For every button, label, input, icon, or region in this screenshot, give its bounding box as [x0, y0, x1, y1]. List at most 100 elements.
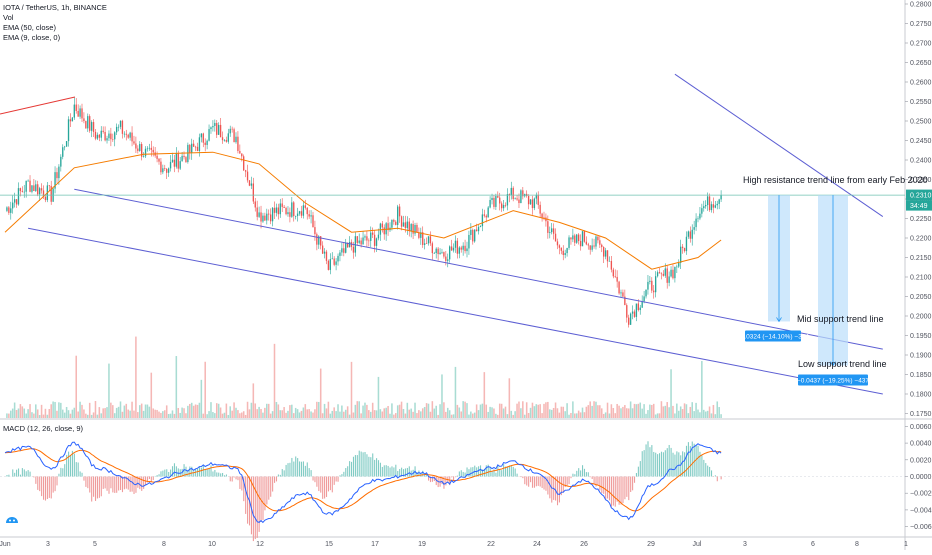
candle-body — [507, 194, 508, 205]
tradingview-logo-icon[interactable] — [5, 515, 19, 524]
volume-bar — [83, 409, 85, 418]
volume-bar — [464, 402, 466, 418]
volume-bar — [449, 410, 451, 418]
macd-histogram-bar — [280, 475, 281, 477]
measure-label[interactable]: −0.0437 (−19.25%) −437 — [797, 377, 869, 384]
macd-histogram-bar — [74, 454, 75, 477]
volume-bar — [599, 405, 601, 418]
volume-bar — [124, 406, 126, 418]
macd-histogram-bar — [293, 462, 294, 477]
candle-body — [335, 261, 336, 264]
volume-bar — [181, 408, 183, 418]
candle-body — [584, 231, 585, 242]
candle-body — [14, 199, 15, 202]
candle-body — [145, 149, 146, 156]
volume-bar — [476, 404, 478, 418]
macd-histogram-bar — [318, 477, 319, 492]
volume-bar — [566, 403, 568, 418]
candle-body — [720, 195, 721, 199]
candle-body — [307, 208, 308, 214]
macd-histogram-bar — [703, 460, 704, 477]
volume-bar — [126, 404, 128, 418]
volume-bar — [534, 406, 536, 418]
date-tick-label: 12 — [256, 541, 264, 548]
volume-bar — [114, 413, 116, 418]
macd-histogram-bar — [634, 477, 635, 483]
volume-bar — [547, 402, 549, 418]
candle-body — [226, 140, 227, 142]
candle-body — [301, 211, 302, 215]
macd-histogram-bar — [326, 477, 327, 497]
candle-body — [191, 144, 192, 153]
volume-bar — [174, 414, 176, 418]
symbol-label[interactable]: IOTA / TetherUS, 1h, BINANCE — [3, 3, 107, 13]
ema50-label[interactable]: EMA (50, close) — [3, 23, 107, 33]
volume-bar — [243, 411, 245, 418]
volume-bar — [537, 405, 539, 418]
macd-histogram-bar — [268, 477, 269, 500]
candle-body — [409, 222, 410, 231]
volume-bar — [522, 401, 524, 418]
volume-bar — [561, 407, 563, 418]
volume-bar — [666, 402, 668, 418]
volume-bar — [686, 404, 688, 418]
volume-bar — [39, 415, 41, 418]
date-tick-label: 8 — [855, 541, 859, 548]
macd-histogram-bar — [220, 473, 221, 476]
macd-histogram-bar — [87, 477, 88, 489]
volume-bar — [335, 411, 337, 418]
macd-histogram-bar — [397, 471, 398, 477]
price-tick-label: 0.2100 — [910, 275, 932, 282]
macd-tick-label: 0.0060 — [910, 424, 932, 431]
candle-body — [174, 160, 175, 167]
volume-bar — [484, 372, 486, 418]
vol-label[interactable]: Vol — [3, 13, 107, 23]
volume-bar — [641, 409, 643, 418]
candle-body — [486, 216, 487, 218]
macd-histogram-bar — [445, 477, 446, 486]
candle-body — [693, 227, 694, 230]
candle-body — [62, 147, 63, 157]
volume-bar — [306, 409, 308, 418]
macd-histogram-bar — [522, 477, 523, 479]
date-tick-label: 22 — [487, 541, 495, 548]
volume-bar — [314, 409, 316, 418]
macd-histogram-bar — [51, 477, 52, 499]
volume-bar — [657, 413, 659, 418]
volume-bar — [591, 406, 593, 418]
candle-body — [79, 108, 80, 116]
volume-bar — [58, 402, 60, 418]
macd-histogram-bar — [399, 469, 400, 476]
volume-bar — [416, 413, 418, 418]
candle-body — [580, 241, 581, 246]
macd-histogram-bar — [91, 477, 92, 502]
candle-body — [489, 200, 490, 207]
volume-bar — [193, 406, 195, 418]
candle-body — [451, 246, 452, 250]
volume-bar — [353, 413, 355, 418]
macd-histogram-bar — [322, 477, 323, 499]
candle-body — [147, 149, 148, 150]
candle-body — [393, 220, 394, 222]
volume-bar — [645, 414, 647, 418]
macd-histogram-bar — [370, 457, 371, 476]
volume-bar — [270, 414, 272, 418]
volume-bar — [12, 409, 14, 418]
macd-histogram-bar — [266, 477, 267, 505]
volume-bar — [497, 415, 499, 418]
macd-histogram-bar — [409, 466, 410, 476]
measure-label[interactable]: −0.0324 (−14.10%) −324 — [737, 333, 809, 340]
candle-body — [482, 214, 483, 226]
candle-body — [201, 134, 202, 138]
macd-histogram-bar — [607, 477, 608, 499]
candle-body — [520, 190, 521, 203]
candle-body — [112, 139, 113, 140]
ema9-label[interactable]: EMA (9, close, 0) — [3, 33, 107, 43]
candle-body — [655, 276, 656, 292]
candle-body — [424, 243, 425, 245]
macd-histogram-bar — [105, 477, 106, 489]
macd-label[interactable]: MACD (12, 26, close, 9) — [3, 424, 83, 433]
macd-histogram-bar — [559, 477, 560, 503]
